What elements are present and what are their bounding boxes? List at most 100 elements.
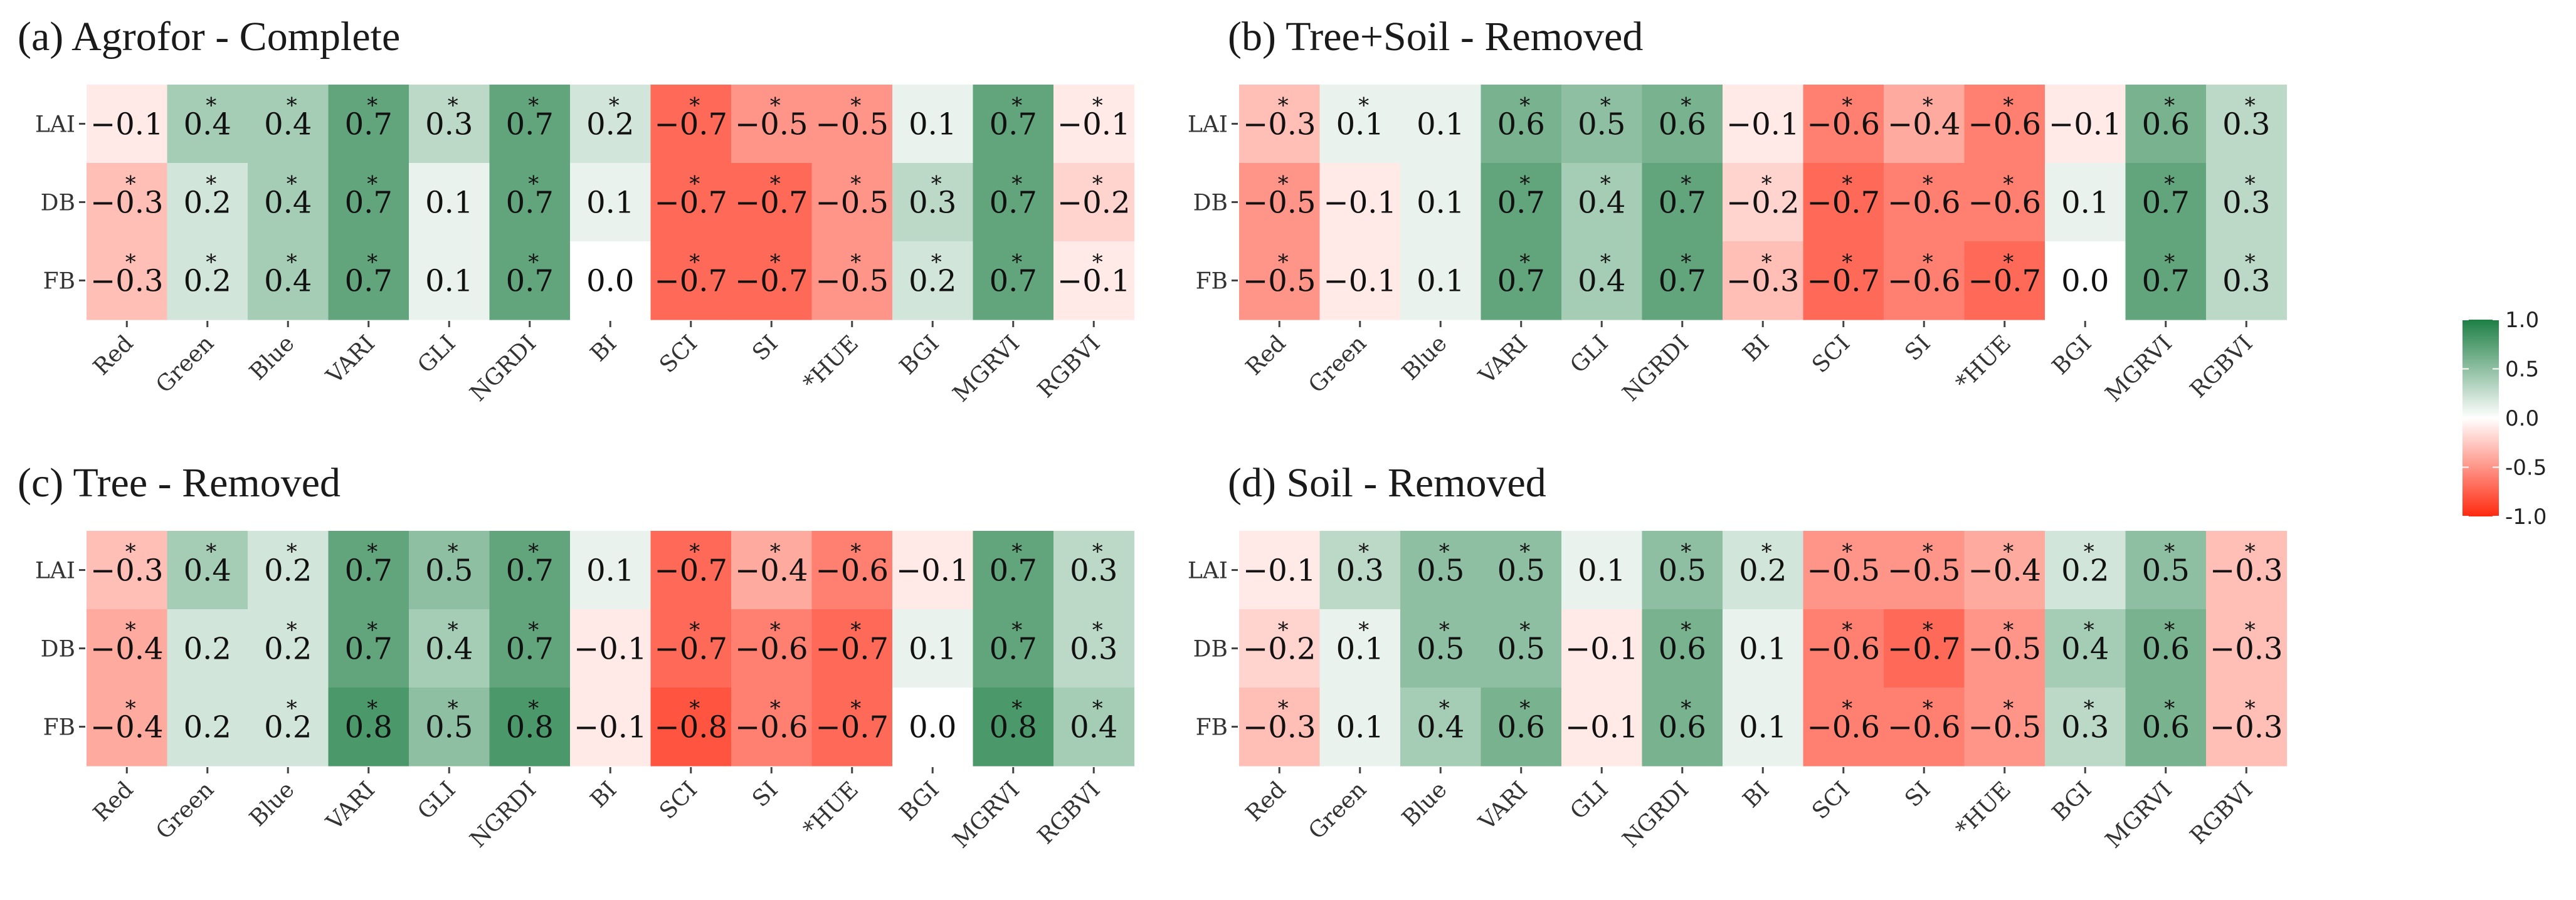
heatmap-cell xyxy=(1884,85,1965,164)
column-label: *HUE xyxy=(1951,777,2016,842)
heatmap-cell xyxy=(2206,688,2288,767)
significance-marker: * xyxy=(2084,540,2094,565)
significance-marker: * xyxy=(1761,250,1772,275)
significance-marker: * xyxy=(1092,540,1103,565)
significance-marker: * xyxy=(1092,618,1103,643)
column-label: Red xyxy=(88,777,139,827)
heatmap-cell xyxy=(1803,85,1884,164)
significance-marker: * xyxy=(1842,618,1852,643)
significance-marker: * xyxy=(1278,696,1289,721)
column-label: Red xyxy=(1241,777,1291,827)
cell-value: −0.1 xyxy=(1565,632,1639,667)
cell-value: 0.2 xyxy=(184,632,231,667)
column-label: BI xyxy=(1738,330,1775,367)
significance-marker: * xyxy=(2164,696,2175,721)
column-label: SI xyxy=(747,330,783,365)
significance-marker: * xyxy=(367,696,377,721)
heatmap-cell xyxy=(2045,531,2126,610)
row-label: LAI xyxy=(1188,558,1228,584)
significance-marker: * xyxy=(1681,172,1691,197)
heatmap-cell xyxy=(892,85,974,164)
cell-value: 0.6 xyxy=(1497,107,1545,142)
column-label: SCI xyxy=(655,777,702,824)
heatmap-cell xyxy=(1884,241,1965,320)
cell-value: −0.3 xyxy=(2210,553,2283,589)
cell-value: −0.7 xyxy=(654,107,727,142)
cell-value: 0.7 xyxy=(506,186,554,221)
heatmap-cell xyxy=(1400,163,1482,242)
column-label: VARI xyxy=(1474,777,1533,835)
heatmap-cell xyxy=(570,241,652,320)
column-label: Red xyxy=(88,330,139,380)
cell-value: −0.3 xyxy=(90,186,164,221)
cell-value: −0.3 xyxy=(2210,710,2283,745)
row-label: LAI xyxy=(1188,112,1228,138)
cell-value: 0.7 xyxy=(990,264,1037,299)
cell-value: 0.4 xyxy=(1578,186,1625,221)
cell-value: 0.2 xyxy=(2061,553,2109,589)
heatmap-cell xyxy=(973,688,1054,767)
column-label: BGI xyxy=(895,330,944,380)
heatmap-cell xyxy=(731,241,813,320)
panel-title: (b) Tree+Soil - Removed xyxy=(1228,14,1643,60)
column-label: NGRDI xyxy=(465,777,541,852)
cell-value: 0.7 xyxy=(506,632,554,667)
heatmap-cell xyxy=(1239,85,1321,164)
heatmap-cell xyxy=(1053,531,1135,610)
cell-value: −0.7 xyxy=(654,553,727,589)
heatmap-cell xyxy=(892,163,974,242)
cell-value: 0.6 xyxy=(1497,710,1545,745)
cell-value: 0.5 xyxy=(2142,553,2190,589)
cell-value: 0.1 xyxy=(1417,264,1464,299)
heatmap-cell xyxy=(1319,241,1401,320)
heatmap-cell xyxy=(650,85,732,164)
cell-value: −0.7 xyxy=(735,186,808,221)
significance-marker: * xyxy=(1011,696,1022,721)
significance-marker: * xyxy=(931,250,942,275)
cell-value: 0.5 xyxy=(1417,632,1464,667)
heatmap-cell xyxy=(731,85,813,164)
cell-value: −0.1 xyxy=(1057,264,1131,299)
heatmap-cell xyxy=(1053,163,1135,242)
cell-value: 0.5 xyxy=(425,553,473,589)
cell-value: −0.2 xyxy=(1243,632,1316,667)
significance-marker: * xyxy=(2164,172,2175,197)
significance-marker: * xyxy=(770,93,781,118)
significance-marker: * xyxy=(287,540,297,565)
heatmap-cell xyxy=(248,688,329,767)
column-label: SI xyxy=(747,777,783,812)
heatmap-cell xyxy=(570,531,652,610)
significance-marker: * xyxy=(2245,540,2256,565)
heatmap-cell xyxy=(1803,163,1884,242)
significance-marker: * xyxy=(1600,93,1611,118)
heatmap-cell xyxy=(87,531,168,610)
heatmap-cell xyxy=(1723,85,1804,164)
column-label: SCI xyxy=(655,330,702,378)
cell-value: −0.3 xyxy=(2210,632,2283,667)
significance-marker: * xyxy=(1358,540,1369,565)
heatmap-cell xyxy=(2206,609,2288,688)
heatmap-cell xyxy=(1803,609,1884,688)
cell-value: −0.7 xyxy=(654,264,727,299)
heatmap-cell xyxy=(489,163,571,242)
column-label: SCI xyxy=(1807,330,1855,378)
heatmap-cell xyxy=(409,609,490,688)
significance-marker: * xyxy=(850,93,861,118)
column-label: SI xyxy=(1900,777,1935,812)
significance-marker: * xyxy=(1439,696,1450,721)
heatmap-cell xyxy=(1884,531,1965,610)
heatmap-cell xyxy=(1561,609,1643,688)
panel-title: (d) Soil - Removed xyxy=(1228,460,1546,506)
significance-marker: * xyxy=(206,93,216,118)
heatmap-cell xyxy=(1053,688,1135,767)
column-label: MGRVI xyxy=(2101,777,2177,853)
cell-value: −0.1 xyxy=(1726,107,1800,142)
heatmap-cell xyxy=(1319,688,1401,767)
row-label: DB xyxy=(1193,191,1228,216)
heatmap-cell xyxy=(328,531,409,610)
cell-value: 0.7 xyxy=(506,107,554,142)
significance-marker: * xyxy=(770,540,781,565)
significance-marker: * xyxy=(528,250,539,275)
cell-value: −0.6 xyxy=(1887,710,1961,745)
heatmap-cell xyxy=(1400,688,1482,767)
